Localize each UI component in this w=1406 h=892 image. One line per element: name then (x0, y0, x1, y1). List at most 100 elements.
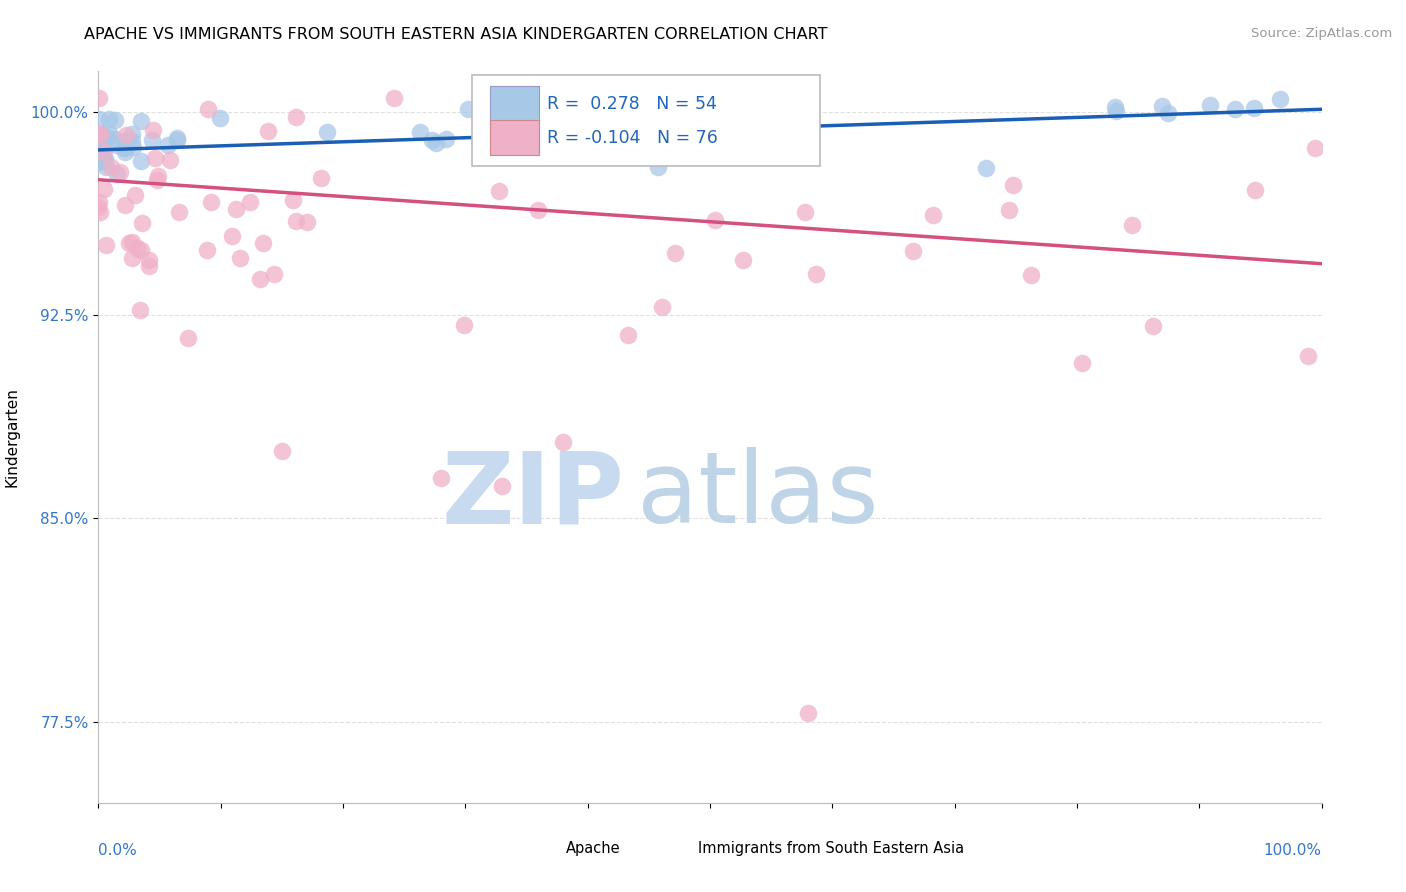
Point (114, 140, 136, 154)
Point (221, 229, 243, 244)
Point (1199, 97, 1222, 112)
Point (91, 149, 114, 163)
Point (408, 125, 430, 139)
Point (1243, 183, 1265, 197)
Point (112, 141, 135, 155)
Point (105, 168, 128, 182)
Point (284, 110, 307, 124)
Point (457, 102, 479, 116)
Text: R =  0.278   N = 54: R = 0.278 N = 54 (547, 95, 717, 112)
Point (124, 188, 146, 202)
Point (122, 139, 145, 153)
Point (93, 145, 115, 159)
FancyBboxPatch shape (489, 120, 538, 155)
Text: APACHE VS IMMIGRANTS FROM SOUTH EASTERN ASIA KINDERGARTEN CORRELATION CHART: APACHE VS IMMIGRANTS FROM SOUTH EASTERN … (84, 27, 828, 42)
Point (142, 123, 165, 137)
Point (90, 127, 112, 141)
Point (167, 205, 190, 219)
Point (529, 99, 551, 113)
Point (195, 243, 218, 257)
Point (87, 141, 110, 155)
Point (434, 132, 457, 146)
Point (617, 327, 640, 342)
Point (252, 236, 274, 251)
Point (89, 127, 111, 141)
Point (651, 300, 673, 314)
Point (638, 128, 661, 142)
FancyBboxPatch shape (530, 839, 560, 857)
Text: atlas: atlas (637, 447, 879, 544)
Point (87, 194, 110, 209)
Point (1305, 141, 1327, 155)
Point (804, 267, 827, 281)
Point (249, 272, 271, 286)
Text: Immigrants from South Eastern Asia: Immigrants from South Eastern Asia (697, 840, 965, 855)
Point (87, 127, 110, 141)
Point (239, 194, 262, 209)
Point (98, 112, 121, 127)
Point (1152, 99, 1174, 113)
Point (94, 238, 117, 252)
Point (731, 252, 754, 267)
Point (1142, 318, 1164, 333)
Point (131, 216, 153, 230)
Point (901, 244, 924, 258)
Point (793, 204, 815, 219)
Point (1296, 349, 1319, 363)
Point (1270, 92, 1292, 106)
Point (420, 133, 443, 147)
Point (141, 133, 163, 147)
Point (159, 153, 181, 168)
Point (105, 138, 128, 153)
Point (664, 245, 686, 260)
Text: R = -0.104   N = 76: R = -0.104 N = 76 (547, 129, 718, 147)
Point (114, 198, 136, 212)
Point (114, 145, 136, 160)
Point (1104, 100, 1126, 114)
Point (425, 136, 447, 151)
Point (121, 128, 143, 142)
Point (257, 124, 280, 138)
Point (146, 169, 169, 184)
FancyBboxPatch shape (471, 75, 820, 167)
Point (87, 112, 110, 127)
Point (225, 202, 247, 216)
Point (309, 171, 332, 186)
Point (91, 130, 114, 145)
Point (1019, 268, 1042, 282)
Point (285, 214, 308, 228)
Point (131, 243, 153, 257)
Point (87, 200, 110, 214)
Point (209, 111, 232, 125)
Point (974, 161, 997, 175)
Point (89, 205, 111, 219)
Point (143, 151, 166, 165)
Text: 100.0%: 100.0% (1264, 843, 1322, 858)
Point (526, 203, 548, 218)
Point (281, 193, 304, 207)
Point (104, 113, 127, 128)
Point (166, 130, 188, 145)
Point (91, 136, 114, 150)
Point (129, 113, 152, 128)
Point (1157, 106, 1180, 120)
Point (562, 137, 585, 152)
Point (129, 153, 152, 168)
Point (527, 136, 550, 151)
Point (800, 122, 823, 136)
Point (117, 235, 139, 250)
Point (115, 128, 138, 142)
Point (146, 172, 169, 186)
Point (125, 241, 148, 255)
Point (647, 161, 669, 175)
Point (1225, 102, 1247, 116)
Point (108, 165, 131, 179)
Point (553, 435, 575, 450)
Point (797, 706, 820, 721)
Text: Apache: Apache (565, 840, 620, 855)
Point (382, 91, 405, 105)
Y-axis label: Kindergarten: Kindergarten (4, 387, 20, 487)
Point (96, 129, 118, 144)
Point (494, 150, 516, 164)
Point (1243, 101, 1265, 115)
